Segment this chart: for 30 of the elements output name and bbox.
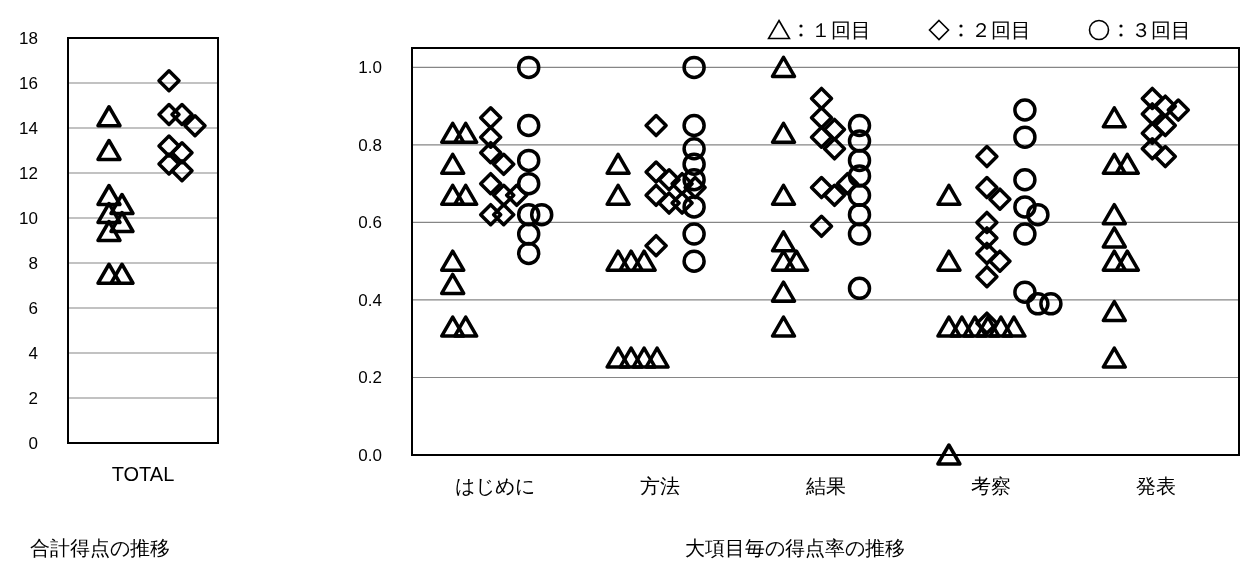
x-tick-label: TOTAL <box>111 463 175 485</box>
y-tick-label: 16 <box>19 74 38 93</box>
legend-label: １回目 <box>811 19 871 41</box>
y-tick-label: 14 <box>19 119 38 138</box>
y-tick-label: 1.0 <box>358 58 382 78</box>
y-tick-label: 4 <box>28 344 38 363</box>
legend-label: ２回目 <box>971 19 1031 41</box>
y-tick-label: 0.2 <box>358 368 382 388</box>
x-tick-label: 結果 <box>804 475 846 497</box>
legend-item: ２回目 <box>928 19 1031 41</box>
y-tick-label: 10 <box>19 209 38 228</box>
x-tick-label: 発表 <box>1136 475 1177 497</box>
y-tick-label: 0.4 <box>358 290 382 310</box>
text: 合計得点の推移 <box>30 537 170 559</box>
y-tick-label: 18 <box>19 29 38 48</box>
y-tick-label: 0 <box>28 434 38 453</box>
legend-item: ３回目 <box>1088 19 1191 41</box>
x-tick-label: はじめに <box>454 475 535 497</box>
y-tick-label: 6 <box>28 299 38 318</box>
legend-item: １回目 <box>767 18 871 41</box>
x-tick-label: 方法 <box>640 475 681 497</box>
y-tick-label: 8 <box>28 254 38 273</box>
y-tick-label: 0.6 <box>358 213 382 233</box>
y-tick-label: 0.0 <box>358 446 382 465</box>
text: 大項目毎の得点率の推移 <box>685 537 905 559</box>
legend-label: ３回目 <box>1131 19 1191 41</box>
x-tick-label: 考察 <box>970 475 1011 497</box>
y-tick-label: 2 <box>28 389 38 408</box>
y-tick-label: 12 <box>19 164 38 183</box>
y-tick-label: 0.8 <box>358 135 382 155</box>
